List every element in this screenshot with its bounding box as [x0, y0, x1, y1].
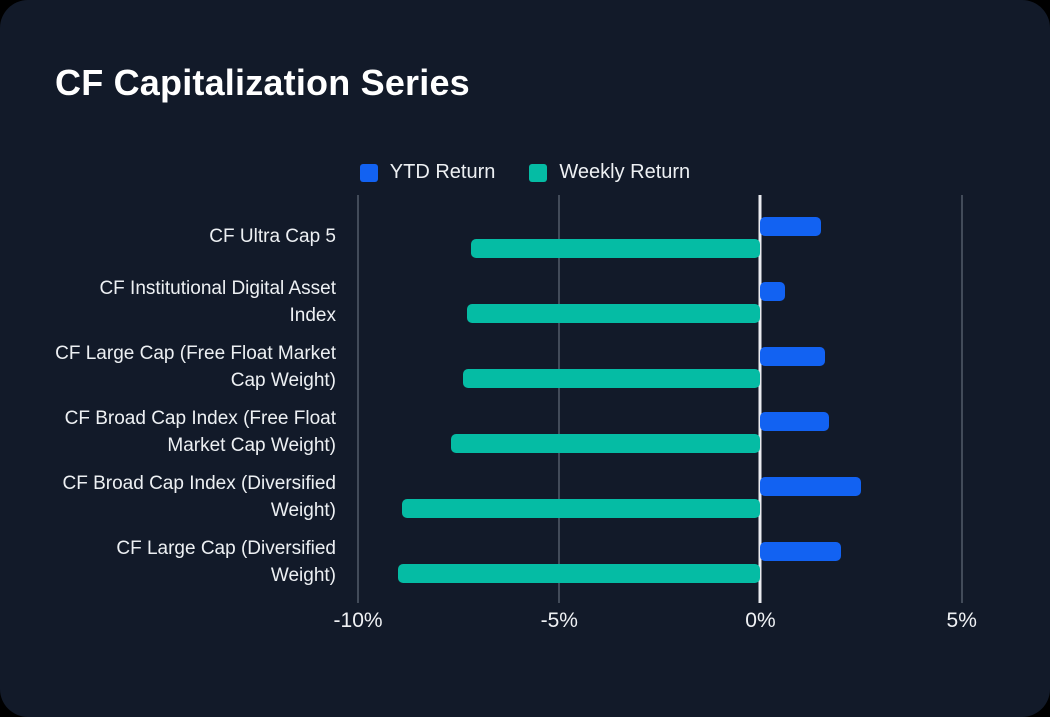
- ytd-return-bar: [760, 477, 862, 496]
- weekly-return-bar: [470, 239, 761, 258]
- chart-row: CF Ultra Cap 5: [55, 205, 1010, 270]
- weekly-return-bar: [450, 434, 761, 453]
- row-bars: [350, 477, 1010, 518]
- weekly-return-bar: [462, 369, 761, 388]
- row-bars: [350, 347, 1010, 388]
- x-axis-tick-label: 0%: [745, 609, 776, 632]
- ytd-return-bar: [760, 542, 841, 561]
- category-label: CF Institutional Digital Asset Index: [99, 277, 336, 326]
- category-label: CF Broad Cap Index (Diversified Weight): [62, 472, 337, 521]
- x-axis: -10% -5% 0% 5%: [334, 609, 1010, 639]
- x-axis-tick-label: -5%: [540, 609, 578, 632]
- zero-axis-line: [758, 195, 762, 603]
- weekly-return-bar: [402, 499, 761, 518]
- legend-item-ytd-return[interactable]: YTD Return: [359, 161, 496, 184]
- chart-row: CF Broad Cap Index (Free Float Market Ca…: [55, 400, 1010, 465]
- row-bars: [350, 412, 1010, 453]
- ytd-return-bar: [760, 282, 785, 301]
- gridline: [960, 195, 963, 603]
- row-bars: [350, 217, 1010, 258]
- legend-swatch-ytd-icon: [359, 163, 378, 182]
- gridline: [357, 195, 360, 603]
- chart-row: CF Broad Cap Index (Diversified Weight): [55, 465, 1010, 530]
- legend-label-weekly: Weekly Return: [559, 161, 691, 183]
- x-axis-tick-label: -10%: [333, 609, 383, 632]
- chart-row: CF Institutional Digital Asset Index: [55, 270, 1010, 335]
- grid-layer: [350, 195, 1010, 603]
- legend-label-ytd: YTD Return: [389, 161, 496, 183]
- legend: YTD Return Weekly Return: [0, 161, 1050, 184]
- page-title: CF Capitalization Series: [55, 62, 470, 103]
- x-axis-tick-label: 5%: [946, 609, 977, 632]
- chart-rows: CF Ultra Cap 5 CF Institutional Digital A…: [55, 205, 1010, 595]
- chart-row: CF Large Cap (Free Float Market Cap Weig…: [55, 335, 1010, 400]
- row-bars: [350, 282, 1010, 323]
- ytd-return-bar: [760, 412, 829, 431]
- weekly-return-bar: [466, 304, 761, 323]
- category-label: CF Large Cap (Free Float Market Cap Weig…: [55, 342, 336, 391]
- category-label: CF Broad Cap Index (Free Float Market Ca…: [64, 407, 336, 456]
- legend-swatch-weekly-icon: [529, 163, 548, 182]
- bar-chart: CF Ultra Cap 5 CF Institutional Digital A…: [55, 195, 1010, 655]
- weekly-return-bar: [398, 564, 761, 583]
- ytd-return-bar: [760, 217, 821, 236]
- category-label: CF Large Cap (Diversified Weight): [116, 537, 336, 586]
- ytd-return-bar: [760, 347, 825, 366]
- category-label: CF Ultra Cap 5: [209, 226, 336, 248]
- row-bars: [350, 542, 1010, 583]
- chart-row: CF Large Cap (Diversified Weight): [55, 530, 1010, 595]
- gridline: [558, 195, 561, 603]
- legend-item-weekly-return[interactable]: Weekly Return: [529, 161, 690, 184]
